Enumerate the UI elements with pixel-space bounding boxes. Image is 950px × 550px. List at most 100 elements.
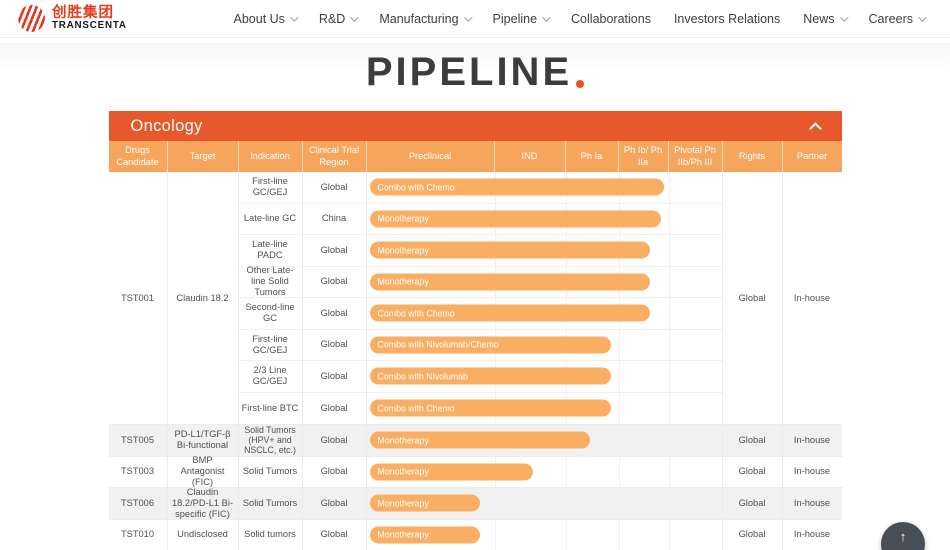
nav-item-news[interactable]: News (803, 11, 849, 26)
phase-bar: Combo with Nivolumab/Chemo (369, 336, 611, 354)
target-cell: Claudin 18.2 (168, 172, 239, 424)
phase-timeline: Combo with Chemo (366, 172, 723, 203)
table-row-tst005: TST005 PD-L1/TGF-β Bi-functional Solid T… (108, 425, 842, 457)
nav-item-rd[interactable]: R&D (319, 12, 359, 26)
table-row: 2/3 Line GC/GEJ Global Combo with Nivolu… (238, 361, 723, 393)
section-title: Oncology (130, 116, 203, 135)
phase-bar: Monotherapy (369, 494, 480, 512)
candidate-cell: TST005 (109, 425, 168, 456)
target-cell: PD-L1/TGF-β Bi-functional (168, 425, 239, 456)
region-cell: Global (303, 329, 367, 360)
phase-bar-label: Combo with Nivolumab/Chemo (377, 339, 499, 350)
region-cell: Global (303, 172, 367, 203)
col-header-drugs-candidate: Drugs Candidate (109, 141, 168, 172)
table-row-tst003: TST003 BMP Antagonist (FIC) Solid Tumors… (108, 455, 842, 488)
rights-cell: Global (723, 425, 783, 456)
col-header-ph-ia: Ph Ia (566, 141, 619, 172)
logo-stripes-icon (18, 5, 45, 32)
caret-down-icon (350, 12, 359, 22)
caret-down-icon (290, 12, 299, 22)
col-header-partner: Partner (796, 150, 828, 161)
caret-down-icon (463, 12, 473, 22)
phase-timeline: Combo with Nivolumab/Chemo (366, 329, 723, 360)
nav-label: News (803, 11, 835, 26)
target-cell: Undisclosed (168, 519, 239, 550)
phase-bar-label: Monotherapy (377, 529, 429, 540)
table-row-tst006: TST006 Claudin 18.2/PD-L1 Bi-specific (F… (108, 487, 842, 520)
partner-cell: In-house (793, 466, 831, 477)
phase-bar-label: Monotherapy (377, 245, 429, 256)
phase-timeline: Monotherapy (366, 488, 723, 519)
table-row: First-line BTC Global Combo with Chemo (239, 392, 723, 424)
partner-cell: In-house (793, 292, 831, 303)
target-cell: Claudin 18.2/PD-L1 Bi-specific (FIC) (168, 487, 239, 519)
indication-cell: Solid Tumors (239, 488, 303, 519)
phase-bar: Monotherapy (369, 526, 480, 544)
col-header-ph-ib-iia: Ph Ib/ Ph IIa (619, 141, 669, 172)
column-header-row: Drugs Candidate Target Indication Clinic… (108, 141, 842, 172)
nav-item-collaborations[interactable]: Collaborations (571, 12, 651, 26)
caret-down-icon (542, 12, 551, 22)
indication-cell: First-line GC/GEJ (239, 329, 303, 360)
indication-cell: Late-line PADC (239, 235, 303, 266)
main-nav: About Us R&D Manufacturing Pipeline Coll… (234, 11, 927, 26)
phase-timeline: Monotherapy (366, 266, 723, 297)
col-header-clinical-trial-region: Clinical Trial Region (303, 141, 367, 172)
candidate-cell: TST003 (109, 456, 168, 487)
nav-item-manufacturing[interactable]: Manufacturing (379, 12, 473, 26)
phase-bar-label: Monotherapy (377, 213, 429, 224)
indication-cell: Second-line GC (239, 298, 303, 329)
phase-bar-label: Combo with Chemo (377, 308, 455, 319)
indication-cell: First-line GC/GEJ (239, 172, 303, 203)
target-cell: BMP Antagonist (FIC) (168, 455, 239, 487)
phase-bar-label: Monotherapy (377, 498, 429, 509)
caret-down-icon (918, 12, 927, 22)
rights-cell: Global (723, 172, 783, 424)
nav-item-careers[interactable]: Careers (869, 12, 927, 26)
phase-bar: Monotherapy (369, 273, 650, 291)
candidate-cell: TST001 (109, 172, 168, 424)
phase-bar: Combo with Chemo (369, 399, 611, 417)
phase-bar: Combo with Chemo (369, 178, 665, 196)
phase-timeline: Monotherapy (366, 519, 723, 550)
phase-bar-label: Combo with Nivolumab (377, 371, 468, 382)
nav-item-investors-relations[interactable]: Investors Relations (674, 12, 780, 26)
region-cell: Global (303, 361, 367, 392)
oncology-pipeline-table: Oncology Drugs Candidate Target Indicati… (108, 111, 842, 550)
nav-label: Investors Relations (673, 11, 781, 26)
phase-timeline: Monotherapy (366, 456, 723, 487)
page-title-section: PIPELINE (0, 43, 950, 101)
title-dot (576, 80, 585, 88)
phase-bar-label: Combo with Chemo (377, 403, 455, 414)
indication-cell: Solid tumors (239, 519, 303, 550)
table-row: First-line GC/GEJ Global Combo with Nivo… (238, 329, 723, 361)
col-header-pivotal: Pivotal Ph IIb/Ph III (669, 141, 723, 172)
phase-timeline: Monotherapy (366, 425, 723, 456)
chevron-up-icon[interactable] (808, 121, 822, 135)
indication-cell: Solid Tumors (HPV+ and NSCLC, etc.) (239, 425, 303, 456)
table-row: Late-line GC China Monotherapy (238, 203, 723, 235)
logo[interactable]: 创胜集团 TRANSCENTA (18, 5, 127, 32)
partner-cell: In-house (793, 529, 831, 540)
caret-down-icon (839, 12, 849, 22)
region-cell: Global (303, 392, 367, 424)
phase-bar: Combo with Chemo (369, 304, 650, 322)
oncology-section-header[interactable]: Oncology (108, 111, 842, 141)
col-header-rights: Rights (723, 141, 783, 172)
rights-cell: Global (723, 519, 783, 550)
col-header-ind: IND (495, 141, 566, 172)
nav-item-about-us[interactable]: About Us (234, 12, 299, 26)
phase-bar: Combo with Nivolumab (369, 367, 611, 385)
nav-item-pipeline[interactable]: Pipeline (493, 12, 551, 26)
logo-text: 创胜集团 TRANSCENTA (52, 5, 127, 32)
phase-bar-label: Monotherapy (377, 435, 429, 446)
nav-label: Collaborations (571, 11, 651, 26)
table-row: Other Late-line Solid Tumors Global Mono… (238, 265, 723, 298)
phase-bar: Monotherapy (369, 210, 661, 228)
rights-cell: Global (723, 488, 783, 519)
scroll-to-top-button[interactable]: ↑ (881, 522, 925, 550)
top-navbar: 创胜集团 TRANSCENTA About Us R&D Manufacturi… (0, 0, 950, 38)
phase-timeline: Monotherapy (366, 235, 723, 266)
phase-bar: Monotherapy (369, 241, 650, 259)
table-row: Late-line PADC Global Monotherapy (238, 235, 723, 267)
